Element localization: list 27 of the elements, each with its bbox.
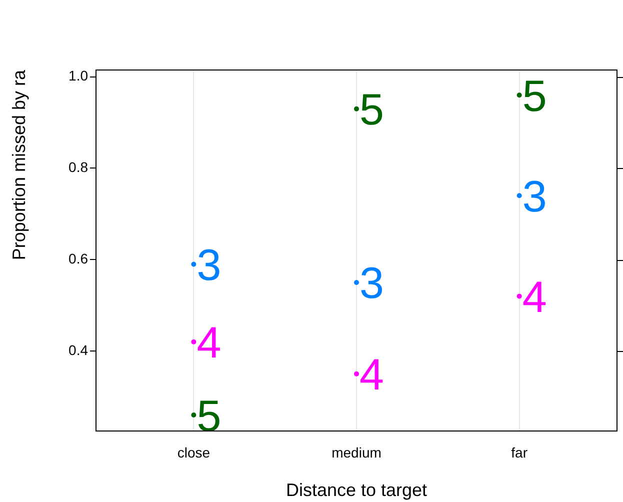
text: 5: [196, 392, 222, 441]
y-tick-label: 1.0: [68, 68, 88, 84]
y-tick-label: 0.6: [68, 250, 88, 266]
series-label: 5: [360, 86, 384, 135]
y-axis-title: Proportion missed by ra: [8, 69, 29, 260]
text: 4: [522, 272, 547, 322]
text: 4: [196, 318, 222, 368]
series-label: 3: [360, 259, 384, 308]
point: [516, 193, 522, 198]
y-tick-label: 0.8: [68, 159, 88, 176]
point: [354, 106, 359, 112]
point: [354, 371, 359, 376]
x-tick-label: far: [511, 444, 528, 460]
text: 5: [522, 72, 547, 121]
x-tick-label: close: [177, 444, 210, 460]
series-label: 4: [360, 350, 384, 400]
point: [191, 339, 196, 344]
x-tick-label: medium: [332, 444, 382, 460]
text: 3: [196, 240, 222, 290]
y-tick-label: 0.4: [68, 342, 88, 358]
point: [516, 294, 522, 299]
point: [191, 262, 196, 267]
point: [354, 280, 359, 285]
text: 3: [522, 172, 547, 222]
point: [516, 92, 522, 98]
point: [191, 412, 196, 418]
x-axis-title: Distance to target: [286, 480, 428, 500]
